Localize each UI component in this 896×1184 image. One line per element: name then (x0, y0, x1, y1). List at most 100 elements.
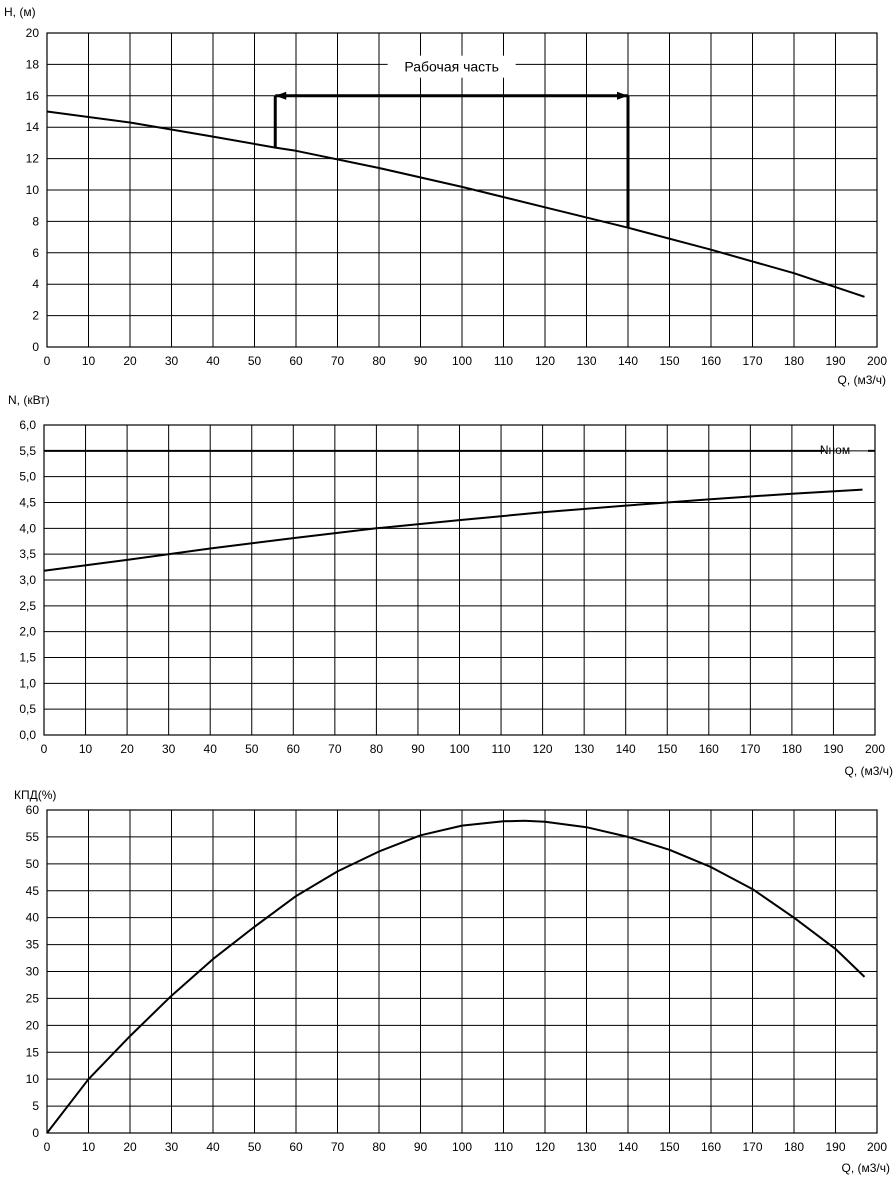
x-tick-label: 160 (699, 742, 719, 756)
x-tick-label: 140 (616, 742, 636, 756)
y-tick-label: 40 (26, 911, 40, 925)
x-tick-label: 20 (120, 742, 134, 756)
x-tick-label: 130 (576, 1140, 596, 1154)
x-tick-label: 60 (287, 742, 301, 756)
y-tick-label: 20 (26, 1018, 40, 1032)
x-tick-label: 160 (701, 354, 721, 368)
efficiency-chart: 0 10 20 30 40 50 60 70 80 90 100 110 120 130 140 150 160… (14, 788, 890, 1175)
head-chart: 0 10 20 30 40 50 60 70 80 90 100 110 120 130 140 150 160… (4, 5, 887, 387)
x-tick-label: 150 (659, 354, 679, 368)
y-axis-label: H, (м) (4, 5, 36, 19)
x-tick-label: 120 (535, 1140, 555, 1154)
y-tick-label: 16 (26, 89, 40, 103)
x-tick-label: 50 (248, 1140, 262, 1154)
series-line (43, 488, 863, 572)
x-tick-label: 160 (701, 1140, 721, 1154)
y-tick-label: 6 (32, 246, 39, 260)
nominal-power-label: Nном (820, 443, 850, 457)
power-chart: 0 10 20 30 40 50 60 70 80 90 100 110 120 130 140 150 160… (8, 393, 893, 778)
plot-area (46, 32, 878, 348)
y-tick-label: 4,5 (19, 496, 36, 510)
x-tick-label: 70 (328, 742, 342, 756)
x-tick-label: 140 (618, 1140, 638, 1154)
x-axis-label: Q, (м3/ч) (841, 1161, 890, 1175)
y-tick-label: 0 (32, 340, 39, 354)
y-tick-label: 2,0 (19, 625, 36, 639)
x-tick-label: 60 (289, 1140, 303, 1154)
x-tick-label: 200 (867, 1140, 887, 1154)
x-tick-label: 100 (449, 742, 469, 756)
x-tick-label: 90 (411, 742, 425, 756)
x-tick-label: 200 (865, 742, 885, 756)
x-tick-label: 130 (576, 354, 596, 368)
x-tick-label: 20 (123, 1140, 137, 1154)
y-tick-label: 60 (26, 803, 40, 817)
series-line (46, 819, 866, 1134)
x-tick-label: 100 (452, 354, 472, 368)
x-tick-label: 0 (44, 354, 51, 368)
x-tick-label: 110 (494, 1140, 513, 1154)
x-tick-label: 40 (206, 354, 220, 368)
x-tick-label: 10 (79, 742, 93, 756)
x-tick-label: 80 (372, 354, 386, 368)
working-range-label-bg (387, 55, 516, 78)
x-tick-label: 60 (289, 354, 303, 368)
y-tick-label: 20 (26, 26, 40, 40)
y-tick-label: 10 (26, 1072, 40, 1086)
y-tick-label: 2,5 (19, 599, 36, 613)
x-tick-label: 180 (784, 1140, 804, 1154)
x-tick-label: 0 (44, 1140, 51, 1154)
x-tick-label: 170 (740, 742, 760, 756)
y-tick-label: 0,5 (19, 702, 36, 716)
y-tick-label: 8 (32, 214, 39, 228)
x-tick-label: 80 (372, 1140, 386, 1154)
y-tick-label: 0,0 (19, 728, 36, 742)
x-tick-label: 190 (823, 742, 843, 756)
y-tick-label: 5,0 (19, 470, 36, 484)
x-tick-label: 100 (452, 1140, 472, 1154)
x-tick-label: 50 (248, 354, 262, 368)
x-tick-label: 150 (657, 742, 677, 756)
x-tick-label: 70 (331, 1140, 345, 1154)
y-tick-label: 3,0 (19, 573, 36, 587)
arrow-right-icon (617, 91, 628, 100)
x-tick-label: 170 (742, 1140, 762, 1154)
y-tick-label: 10 (26, 183, 40, 197)
x-tick-label: 190 (825, 354, 845, 368)
working-range-label: Рабочая часть (404, 59, 499, 75)
x-tick-label: 30 (165, 1140, 179, 1154)
x-tick-label: 20 (123, 354, 137, 368)
y-tick-label: 50 (26, 857, 40, 871)
y-tick-label: 6,0 (19, 418, 36, 432)
x-tick-label: 140 (618, 354, 638, 368)
y-tick-label: 4 (32, 277, 39, 291)
x-axis-label: Q, (м3/ч) (837, 373, 886, 387)
y-tick-label: 4,0 (19, 521, 36, 535)
x-tick-label: 70 (331, 354, 345, 368)
x-tick-label: 180 (782, 742, 802, 756)
y-tick-label: 3,5 (19, 547, 36, 561)
x-tick-label: 40 (204, 742, 218, 756)
y-tick-label: 5 (32, 1099, 39, 1113)
y-tick-label: 15 (26, 1045, 40, 1059)
plot-area (43, 424, 876, 736)
y-tick-label: 55 (26, 830, 40, 844)
y-tick-label: 45 (26, 884, 40, 898)
x-tick-label: 0 (41, 742, 48, 756)
y-tick-label: 12 (26, 152, 40, 166)
series-line (46, 110, 865, 298)
y-tick-label: 1,5 (19, 651, 36, 665)
x-tick-label: 40 (206, 1140, 220, 1154)
x-tick-label: 30 (165, 354, 179, 368)
x-tick-label: 120 (535, 354, 555, 368)
x-tick-label: 150 (659, 1140, 679, 1154)
y-axis-label: КПД(%) (14, 788, 56, 802)
x-axis-label: Q, (м3/ч) (844, 764, 893, 778)
y-tick-label: 14 (26, 120, 40, 134)
x-tick-label: 80 (370, 742, 384, 756)
plot-area (46, 809, 878, 1134)
x-tick-label: 50 (245, 742, 259, 756)
arrow-left-icon (275, 91, 287, 100)
x-tick-label: 120 (533, 742, 553, 756)
